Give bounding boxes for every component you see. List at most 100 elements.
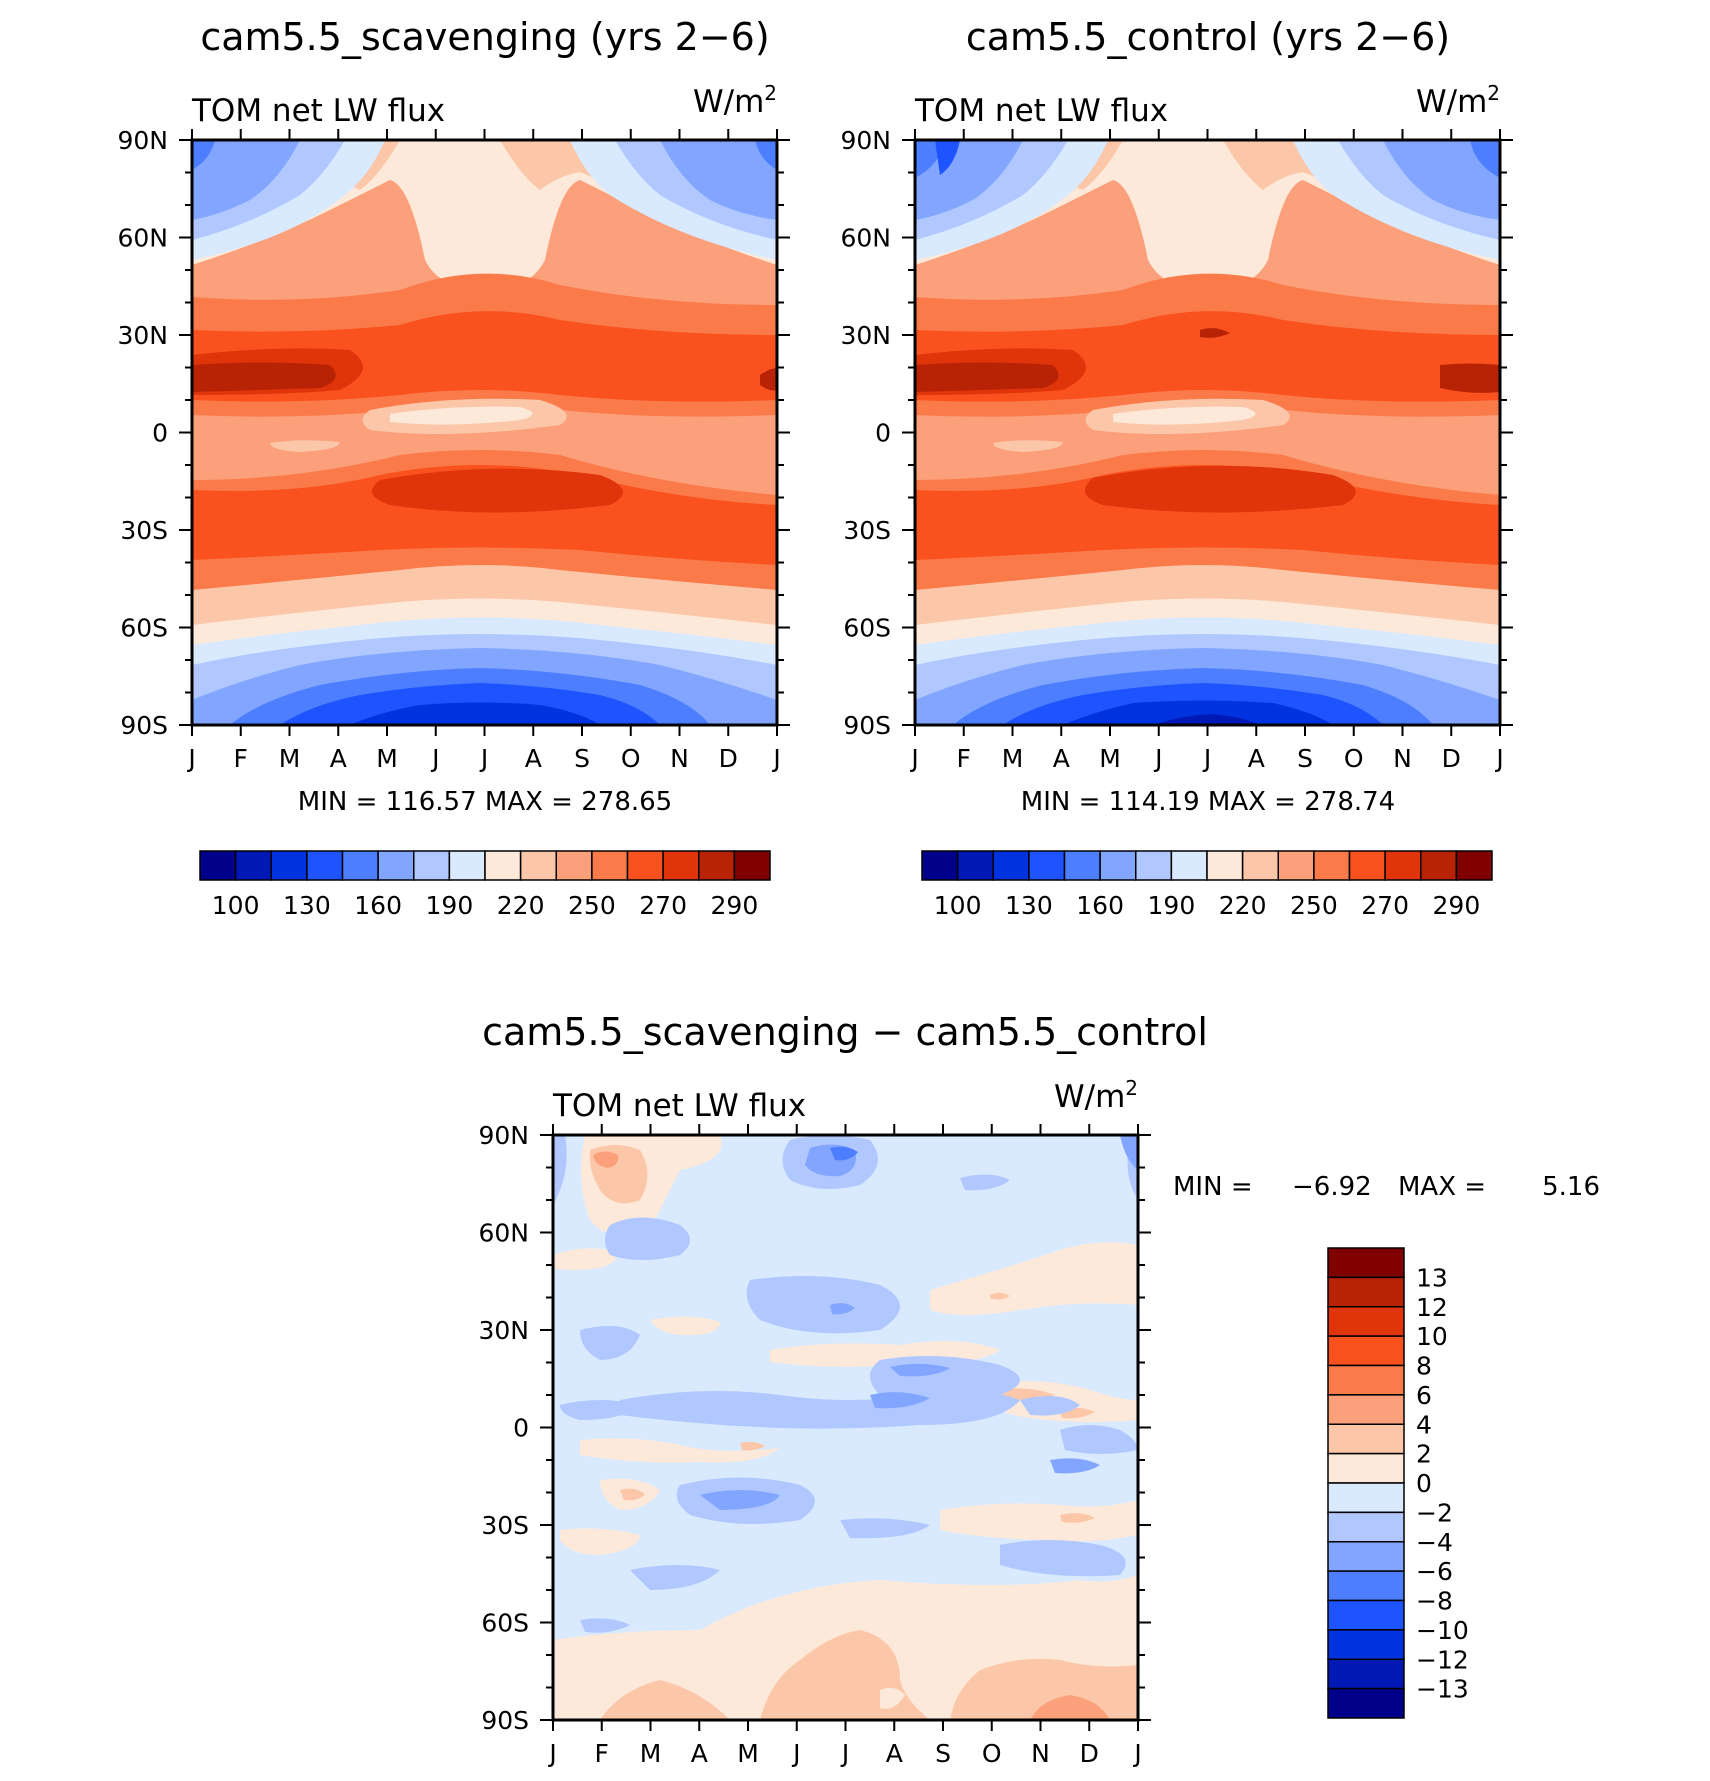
panel-scavenging-stats: MIN = 116.57 MAX = 278.65 xyxy=(298,787,672,817)
panel-difference-colorbar-label: −12 xyxy=(1416,1645,1469,1674)
panel-difference-colorbar-label: −13 xyxy=(1416,1675,1469,1704)
panel-control|1-y-tick-label: 60N xyxy=(840,224,891,253)
panel-difference-colorbar-label: 12 xyxy=(1416,1293,1448,1322)
panel-control|1-y-tick-label: 90N xyxy=(840,126,891,155)
panel-control-colorbar-swatch xyxy=(1277,850,1315,881)
panel-difference-colorbar-swatch xyxy=(1327,1482,1405,1514)
panel-difference|2-y-tick-label: 60N xyxy=(478,1219,529,1248)
panel-control-colorbar-label: 100 xyxy=(934,891,982,920)
panel-difference-colorbar-swatch xyxy=(1327,1452,1405,1484)
panel-difference-title: cam5.5_scavenging − cam5.5_control xyxy=(482,1010,1208,1054)
panel-control-colorbar-swatch xyxy=(1313,850,1351,881)
panel-control|1-y-tick-label: 30N xyxy=(840,321,891,350)
panel-difference-colorbar-swatch xyxy=(1327,1629,1405,1660)
panel-control-units-exp: 2 xyxy=(1487,81,1500,105)
panel-scavenging-colorbar-swatch xyxy=(270,850,308,881)
panel-scavenging-units: W/m2 xyxy=(693,81,777,120)
panel-control|1-y-tick-label: 30S xyxy=(843,516,891,545)
panel-scavenging-colorbar-label: 190 xyxy=(426,891,474,920)
panel-difference-colorbar-label: 10 xyxy=(1416,1322,1448,1351)
panel-control-units: W/m2 xyxy=(1416,81,1500,120)
panel-scavenging-colorbar-swatch xyxy=(519,850,557,881)
panel-difference|2-x-tick-label: J xyxy=(840,1739,849,1768)
panel-control-colorbar-swatch xyxy=(956,850,994,881)
panel-scavenging|0-y-tick-label: 60N xyxy=(117,224,168,253)
panel-scavenging-colorbar-swatch xyxy=(413,850,451,881)
panel-scavenging|0-y-tick-label: 90N xyxy=(117,126,168,155)
panel-difference-colorbar-label: −2 xyxy=(1416,1498,1453,1527)
panel-difference-units-base: W/m xyxy=(1054,1079,1125,1115)
panel-difference|2-x-tick-label: M xyxy=(737,1739,759,1768)
panel-scavenging|0-x-tick-label: N xyxy=(670,744,689,773)
panel-control-title: cam5.5_control (yrs 2−6) xyxy=(966,15,1450,59)
panel-scavenging-colorbar-swatch xyxy=(484,850,522,881)
panel-scavenging|0-x-tick-label: M xyxy=(279,744,301,773)
panel-scavenging: cam5.5_scavenging (yrs 2−6) TOM net LW f… xyxy=(117,15,790,920)
panel-scavenging-colorbar-swatch xyxy=(306,850,344,881)
panel-scavenging-colorbar-swatch xyxy=(591,850,629,881)
panel-difference-colorbar-swatch xyxy=(1327,1394,1405,1425)
panel-scavenging|0-y-tick-label: 90S xyxy=(120,711,168,740)
panel-difference|2-x-tick-label: A xyxy=(691,1739,708,1768)
panel-scavenging|0-x-tick-label: J xyxy=(430,744,439,773)
panel-difference-units-exp: 2 xyxy=(1125,1076,1138,1100)
panel-difference|2-y-tick-label: 30S xyxy=(481,1511,529,1540)
panel-control-colorbar-swatch xyxy=(921,850,959,881)
panel-control-colorbar-label: 130 xyxy=(1005,891,1053,920)
panel-scavenging|0-x-tick-label: A xyxy=(525,744,542,773)
panel-control-colorbar-swatch xyxy=(1241,850,1279,881)
panel-control|1-x-tick-label: N xyxy=(1393,744,1412,773)
panel-scavenging-colorbar-label: 220 xyxy=(497,891,545,920)
panel-scavenging-colorbar-swatch xyxy=(341,850,379,881)
panel-difference-colorbar-swatch xyxy=(1327,1335,1405,1367)
panel-scavenging-colorbar-label: 270 xyxy=(639,891,687,920)
panel-scavenging-colorbar-swatch xyxy=(698,850,736,881)
panel-control-colorbar-swatch xyxy=(992,850,1030,881)
panel-scavenging|0-y-tick-label: 0 xyxy=(152,419,168,448)
panel-control-colorbar-swatch xyxy=(1348,850,1386,881)
panel-difference-units: W/m2 xyxy=(1054,1076,1138,1115)
panel-scavenging|0-x-tick-label: D xyxy=(719,744,738,773)
panel-difference|2-x-tick-label: A xyxy=(886,1739,903,1768)
panel-scavenging|0-x-tick-label: M xyxy=(376,744,398,773)
panel-difference-colorbar-swatch xyxy=(1327,1423,1405,1455)
panel-difference-colorbar-swatch xyxy=(1327,1247,1405,1279)
panel-control|1-x-tick-label: M xyxy=(1099,744,1121,773)
panel-difference-colorbar-label: 0 xyxy=(1416,1469,1432,1498)
panel-scavenging|0-x-tick-label: S xyxy=(574,744,590,773)
panel-control-colorbar-swatch xyxy=(1206,850,1244,881)
panel-control|1-x-tick-label: J xyxy=(1494,744,1503,773)
panel-control|1-x-tick-label: O xyxy=(1344,744,1364,773)
panel-difference-colorbar-label: −8 xyxy=(1416,1587,1453,1616)
panel-scavenging-field xyxy=(192,140,777,725)
panel-control-colorbar-label: 190 xyxy=(1148,891,1196,920)
panel-scavenging|0-x-tick-label: J xyxy=(771,744,780,773)
panel-difference-stats-max-label: MAX = xyxy=(1398,1172,1486,1202)
panel-difference|2-x-tick-label: J xyxy=(791,1739,800,1768)
panel-scavenging-title: cam5.5_scavenging (yrs 2−6) xyxy=(200,15,769,59)
panel-difference|2-x-tick-label: F xyxy=(595,1739,609,1768)
panel-scavenging-colorbar-swatch xyxy=(733,850,771,881)
panel-control-colorbar: 100 130 160 190 220 250 270 290 xyxy=(921,850,1493,920)
panel-difference: cam5.5_scavenging − cam5.5_control TOM n… xyxy=(478,1010,1600,1768)
panel-control|1-x-tick-label: J xyxy=(1153,744,1162,773)
panel-difference|2-y-tick-label: 90S xyxy=(481,1706,529,1735)
panel-control-colorbar-swatch xyxy=(1135,850,1173,881)
panel-scavenging-colorbar-label: 250 xyxy=(568,891,616,920)
panel-control|1-y-tick-label: 60S xyxy=(843,614,891,643)
panel-scavenging-units-base: W/m xyxy=(693,84,764,120)
panel-control-colorbar-label: 270 xyxy=(1361,891,1409,920)
panel-difference-colorbar-label: 2 xyxy=(1416,1440,1432,1469)
panel-control-colorbar-label: 220 xyxy=(1219,891,1267,920)
panel-difference-left-label: TOM net LW flux xyxy=(552,1088,806,1124)
panel-difference|2-x-tick-label: S xyxy=(935,1739,951,1768)
panel-scavenging|0-y-tick-label: 30S xyxy=(120,516,168,545)
panel-scavenging|0-x-tick-label: O xyxy=(621,744,641,773)
panel-difference|2-x-tick-label: N xyxy=(1031,1739,1050,1768)
panel-control-colorbar-swatch xyxy=(1099,850,1137,881)
panel-control-colorbar-swatch xyxy=(1455,850,1493,881)
panel-difference-colorbar-swatch xyxy=(1327,1511,1405,1543)
panel-control-units-base: W/m xyxy=(1416,84,1487,120)
panel-control|1-x-tick-label: F xyxy=(957,744,971,773)
